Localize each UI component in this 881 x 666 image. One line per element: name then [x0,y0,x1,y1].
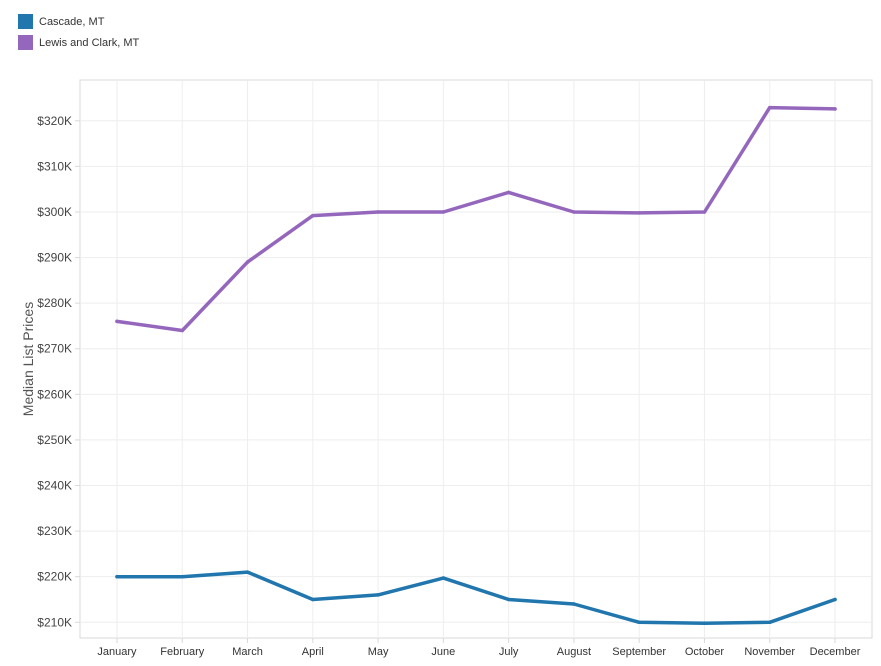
y-tick-label: $220K [37,570,72,584]
data-point[interactable] [441,576,446,580]
data-point[interactable] [245,570,250,574]
y-tick-label: $300K [37,205,72,219]
y-tick-label: $210K [37,615,72,629]
data-point[interactable] [637,620,641,625]
y-tick-label: $260K [37,387,72,401]
y-tick-label: $310K [37,159,72,173]
legend-swatch-cascade [18,14,33,29]
data-point[interactable] [572,210,576,214]
legend-swatch-lewis-and-clark [18,35,33,50]
data-point[interactable] [833,107,837,111]
series-line-cascade[interactable] [115,570,837,625]
data-point[interactable] [311,213,315,218]
y-axis-label: Median List Prices [20,302,36,416]
y-tick-label: $250K [37,433,72,447]
x-axis-ticks: January February March April May June July Augu… [97,638,861,658]
y-tick-label: $230K [37,524,72,538]
y-tick-label: $270K [37,342,72,356]
legend-item-cascade[interactable]: Cascade, MT [18,11,139,32]
gridlines [80,80,872,638]
data-point[interactable] [833,597,837,602]
data-point[interactable] [702,210,707,214]
x-tick-label: April [302,646,324,658]
data-point[interactable] [245,260,250,264]
x-tick-label: August [557,646,591,658]
data-point[interactable] [441,210,446,214]
data-point[interactable] [506,190,511,195]
data-point[interactable] [506,597,511,602]
data-point[interactable] [572,602,576,606]
x-tick-label: May [368,646,389,658]
data-point[interactable] [115,574,119,579]
data-point[interactable] [180,574,185,579]
data-point[interactable] [376,593,380,597]
data-point[interactable] [767,620,772,625]
plot-area [79,79,873,639]
x-tick-label: March [232,646,263,658]
chart-legend: Cascade, MT Lewis and Clark, MT [18,11,139,53]
y-tick-label: $280K [37,296,72,310]
data-point[interactable] [376,210,380,214]
data-point[interactable] [311,597,315,602]
legend-label-lewis-and-clark: Lewis and Clark, MT [39,36,140,49]
data-point[interactable] [767,105,772,110]
x-tick-label: October [685,646,724,658]
x-tick-label: December [810,646,861,658]
legend-label-cascade: Cascade, MT [39,15,105,28]
x-tick-label: September [612,646,666,658]
series-lines [115,105,837,625]
y-tick-label: $290K [37,251,72,265]
y-tick-label: $320K [37,114,72,128]
x-tick-label: February [160,646,205,658]
x-tick-label: June [431,646,455,658]
x-tick-label: November [744,646,795,658]
y-axis-ticks: $210K $220K $230K $240K $250K $260K $270K $280K… [37,114,80,629]
legend-item-lewis-and-clark[interactable]: Lewis and Clark, MT [18,32,139,53]
data-point[interactable] [702,621,707,625]
data-point[interactable] [115,319,119,324]
data-point[interactable] [180,328,185,333]
series-line-lewis-and-clark[interactable] [115,105,837,333]
y-tick-label: $240K [37,479,72,493]
data-point[interactable] [637,211,641,215]
x-tick-label: July [499,646,519,658]
x-tick-label: January [97,646,137,658]
